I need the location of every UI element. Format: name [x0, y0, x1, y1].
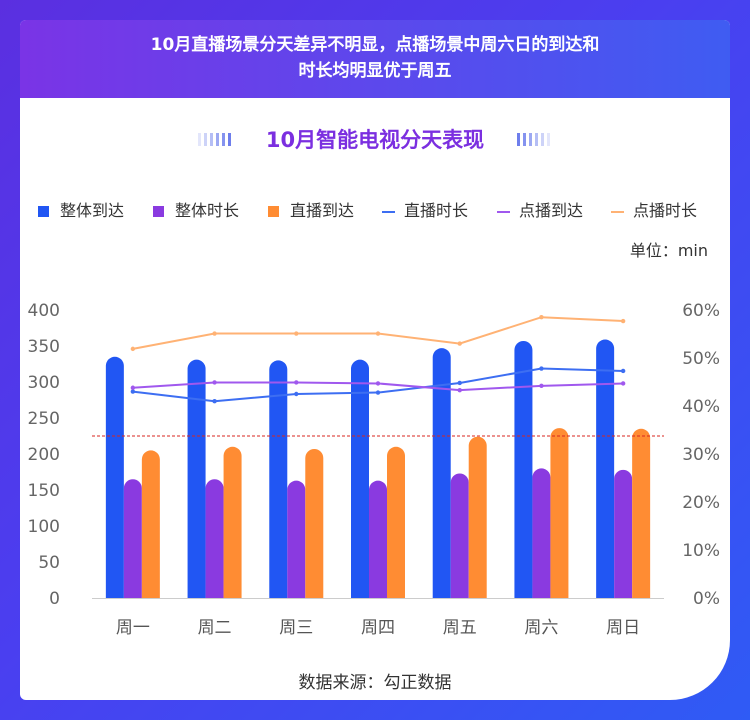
y-tick-right: 0%: [693, 589, 720, 609]
point-点播时长-周二: [212, 331, 217, 336]
point-点播时长-周三: [294, 331, 299, 336]
x-tick-label: 周二: [198, 618, 232, 638]
point-点播时长-周日: [620, 318, 626, 324]
legend-label: 点播到达: [519, 201, 584, 220]
title-decoration-right: [517, 133, 553, 152]
legend-line: [611, 211, 624, 213]
y-tick-right: 30%: [682, 445, 720, 465]
legend-label: 直播时长: [404, 201, 469, 220]
point-点播到达-周日: [620, 381, 626, 386]
chart-card: 10月直播场景分天差异不明显，点播场景中周六日的到达和 时长均明显优于周五 10…: [20, 20, 730, 700]
y-tick-right: 50%: [682, 349, 720, 369]
legend-line: [382, 211, 395, 213]
point-直播时长-周日: [620, 368, 626, 374]
headline-line-1: 10月直播场景分天差异不明显，点播场景中周六日的到达和: [150, 35, 600, 55]
point-点播时长-周四: [375, 331, 381, 336]
point-点播到达-周五: [457, 387, 462, 393]
y-tick-right: 20%: [682, 493, 720, 513]
bar-整体时长-周三: [287, 480, 306, 598]
point-点播到达-周四: [375, 381, 381, 386]
point-直播时长-周二: [212, 399, 217, 404]
chart-plot: 0 50 100 150 200 250 300 350 400 0% 10% 20% 30% 40% 50…: [28, 301, 720, 638]
legend-label: 直播到达: [290, 201, 355, 220]
point-点播时长-周五: [457, 341, 462, 346]
headline-banner: 10月直播场景分天差异不明显，点播场景中周六日的到达和 时长均明显优于周五: [20, 20, 730, 98]
bar-直播到达-周五: [468, 436, 487, 598]
headline-line-2: 时长均明显优于周五: [298, 61, 452, 81]
y-tick-left: 50: [38, 553, 60, 573]
point-点播时长-周六: [539, 315, 544, 320]
y-tick-left: 400: [28, 301, 60, 321]
x-tick-label: 周三: [279, 618, 313, 638]
bar-整体时长-周二: [205, 479, 224, 598]
y-tick-left: 200: [28, 445, 60, 465]
y-tick-left: 350: [28, 337, 60, 357]
legend-swatch: [38, 206, 49, 217]
legend-label: 点播时长: [633, 201, 698, 220]
bar-整体到达-周二: [187, 359, 206, 598]
point-点播到达-周一: [130, 385, 136, 390]
point-点播到达-周二: [212, 380, 217, 385]
bar-直播到达-周三: [305, 448, 324, 598]
unit-label: 单位：min: [629, 241, 708, 260]
legend-swatch: [153, 206, 164, 217]
bar-整体时长-周一: [123, 479, 142, 598]
bar-直播到达-周日: [632, 428, 651, 598]
point-直播时长-周三: [294, 391, 299, 397]
y-tick-left: 0: [49, 589, 60, 609]
x-tick-label: 周一: [116, 618, 150, 638]
y-tick-right: 40%: [682, 397, 720, 417]
bar-直播到达-周二: [223, 446, 242, 598]
bar-直播到达-周六: [550, 428, 569, 598]
point-直播时长-周一: [130, 389, 136, 394]
title-decoration-left: [198, 133, 234, 152]
point-点播到达-周三: [294, 380, 299, 385]
y-tick-right: 10%: [682, 541, 720, 561]
data-source: 数据来源：勾正数据: [298, 673, 452, 693]
y-tick-left: 150: [28, 481, 60, 501]
x-tick-label: 周四: [361, 618, 395, 638]
chart-title: 10月智能电视分天表现: [265, 128, 485, 152]
bar-整体到达-周日: [596, 339, 615, 598]
bar-整体到达-周五: [432, 348, 451, 598]
x-tick-label: 周日: [606, 618, 640, 638]
bar-整体时长-周五: [450, 473, 469, 598]
point-直播时长-周五: [457, 380, 462, 386]
point-点播到达-周六: [539, 383, 544, 389]
bar-整体到达-周三: [269, 360, 288, 598]
point-点播时长-周一: [130, 346, 136, 352]
bar-整体时长-周日: [614, 469, 633, 598]
bar-整体时长-周六: [532, 468, 551, 598]
legend-label: 整体到达: [60, 201, 125, 220]
legend-line: [497, 211, 510, 213]
y-tick-left: 300: [28, 373, 60, 393]
y-tick-right: 60%: [682, 301, 720, 321]
legend-swatch: [268, 206, 279, 217]
bar-整体到达-周一: [105, 356, 124, 598]
bar-直播到达-周一: [141, 450, 160, 598]
point-直播时长-周四: [375, 390, 381, 395]
x-tick-label: 周六: [524, 618, 558, 638]
bar-整体到达-周六: [514, 340, 533, 598]
bar-整体时长-周四: [369, 480, 387, 598]
bar-直播到达-周四: [387, 446, 405, 598]
bar-整体到达-周四: [351, 359, 369, 598]
y-tick-left: 100: [28, 517, 60, 537]
x-tick-label: 周五: [443, 618, 477, 638]
point-直播时长-周六: [539, 366, 544, 371]
legend-label: 整体时长: [175, 201, 240, 220]
y-tick-left: 250: [28, 409, 60, 429]
